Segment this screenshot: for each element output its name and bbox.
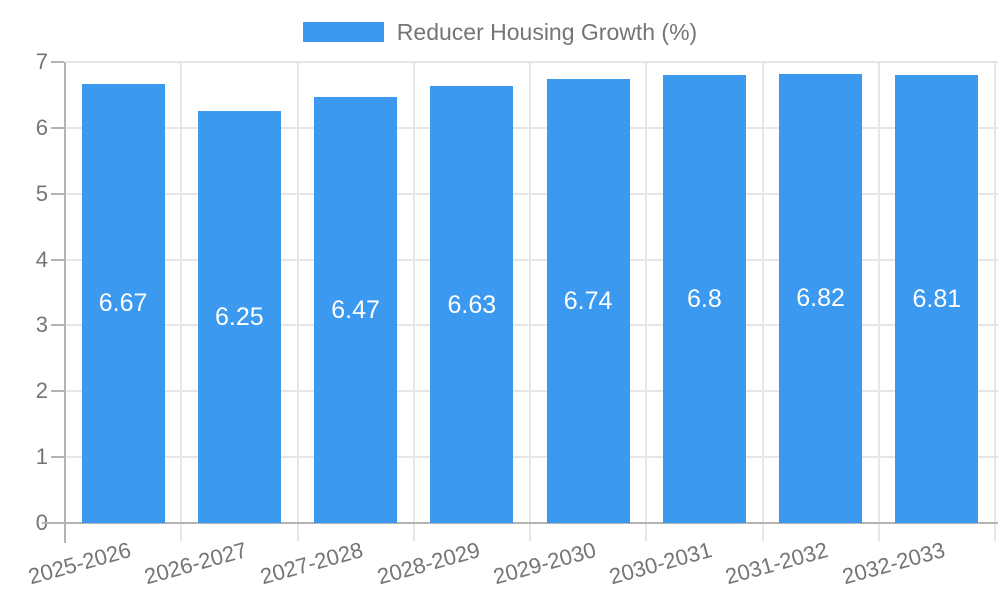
bar-2028-2029[interactable]: 6.63 [430,86,514,523]
y-gridline [65,61,998,63]
y-axis-label: 0 [35,510,48,535]
x-axis-label: 2026-2027 [141,537,250,590]
x-axis-label: 2032-2033 [839,537,948,590]
bar-2031-2032[interactable]: 6.82 [779,73,863,523]
bar-value-label: 6.81 [912,284,962,313]
y-axis-label: 3 [35,312,48,338]
bar-2026-2027[interactable]: 6.25 [197,111,281,523]
bar-2029-2030[interactable]: 6.74 [546,79,630,523]
y-axis-label: 7 [35,49,48,74]
x-gridline [645,62,648,541]
y-tick [51,192,64,195]
legend-item[interactable]: Reducer Housing Growth (%) [0,20,1000,44]
y-axis-line [64,62,66,543]
x-axis-label: 2028-2029 [374,537,483,590]
bar-2027-2028[interactable]: 6.47 [314,96,398,523]
bar-2032-2033[interactable]: 6.81 [895,74,979,523]
y-gridline [65,456,998,459]
y-tick [51,61,64,63]
y-axis-label: 5 [35,180,48,206]
bar-value-label: 6.8 [686,285,722,314]
y-tick [51,126,64,129]
y-tick [51,390,64,393]
x-axis-label: 2025-2026 [25,537,134,590]
y-gridline [65,126,998,129]
y-axis-label: 2 [35,378,48,404]
bar-value-label: 6.25 [215,303,264,332]
x-axis-label: 2031-2032 [722,537,832,590]
x-axis-line [42,522,998,524]
y-axis-label: 4 [35,246,48,272]
bar-value-label: 6.63 [447,290,497,319]
bar-2030-2031[interactable]: 6.8 [662,75,746,523]
y-tick [51,456,64,459]
x-axis-label: 2029-2030 [490,537,599,590]
y-tick [51,258,64,261]
y-tick [51,324,64,327]
legend-swatch [302,22,384,42]
bar-value-label: 6.67 [98,289,148,318]
x-gridline [994,62,996,541]
x-gridline [877,62,880,541]
x-gridline [412,62,415,541]
bar-2025-2026[interactable]: 6.67 [81,83,165,523]
x-gridline [180,62,183,541]
legend-label: Reducer Housing Growth (%) [396,19,698,45]
y-gridline [65,390,998,393]
x-gridline [529,62,531,541]
x-gridline [761,62,764,541]
x-axis-label: 2030-2031 [606,537,715,590]
bar-value-label: 6.74 [563,287,613,316]
x-axis-label: 2027-2028 [257,537,367,590]
bar-value-label: 6.82 [796,284,845,313]
x-gridline [296,62,299,541]
y-gridline [65,258,998,261]
y-axis-label: 6 [35,114,48,140]
y-axis-label: 1 [35,444,48,470]
bar-value-label: 6.47 [331,295,380,324]
y-gridline [65,192,998,195]
y-gridline [65,324,998,327]
